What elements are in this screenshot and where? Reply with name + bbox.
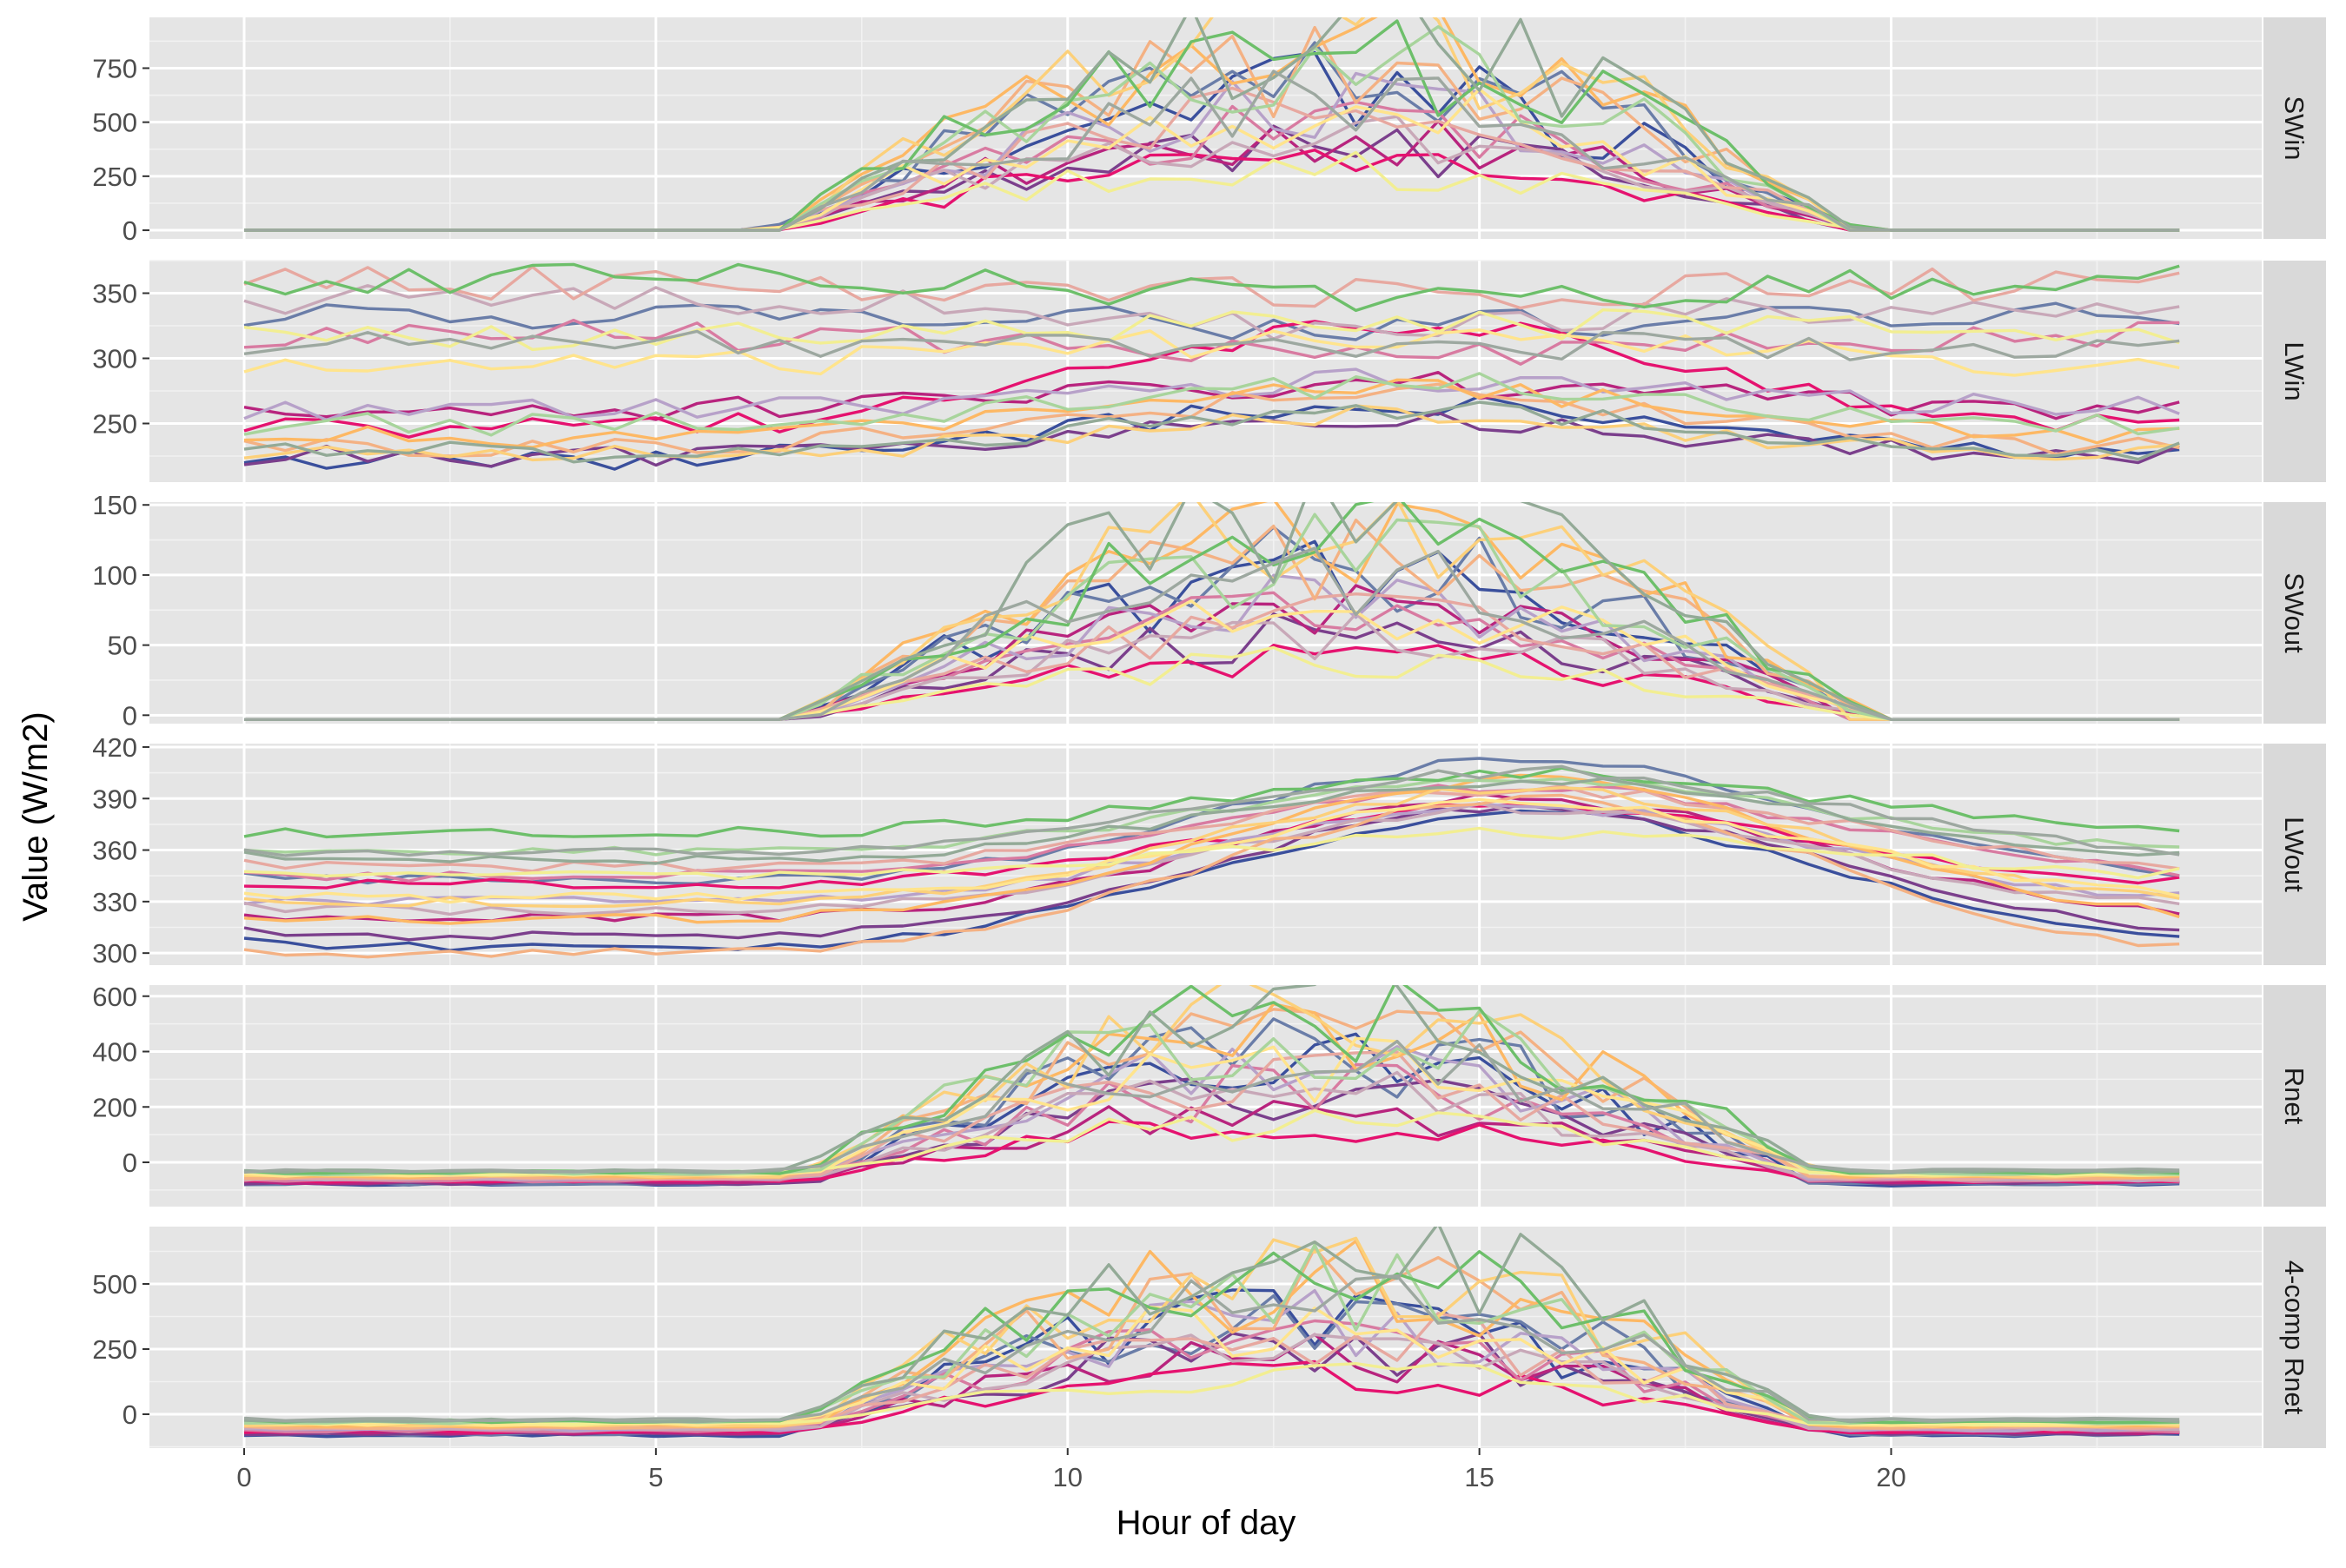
series-line-10 xyxy=(243,378,2180,449)
panel-background xyxy=(149,1227,2262,1448)
y-tick-label: 750 xyxy=(92,53,137,83)
facet-strip-label: LWout xyxy=(2279,817,2310,892)
series-lines xyxy=(243,757,2180,959)
series-line-0 xyxy=(243,809,2180,952)
series-line-14 xyxy=(243,777,2180,857)
y-tick-label: 0 xyxy=(123,1399,137,1430)
facet-strip-label: Rnet xyxy=(2279,1068,2310,1125)
panel-1: 250 300 350 LWin xyxy=(92,260,2326,482)
panel-5: 0 250 500 4-comp Rnet xyxy=(92,1227,2326,1448)
x-tick-label: 0 xyxy=(236,1462,251,1492)
series-lines xyxy=(243,1227,2180,1439)
series-line-14 xyxy=(243,372,2180,437)
y-axis-label: Value (W/m2) xyxy=(17,711,55,922)
series-line-5 xyxy=(243,784,2180,883)
series-line-17 xyxy=(244,546,2180,721)
series-line-9 xyxy=(243,382,2180,458)
panels-layer: 0 250 500 750 SWin 250 300 350 LWin 0 50 100 150 SWou… xyxy=(92,17,2326,1448)
y-tick-label: 50 xyxy=(108,631,137,661)
y-tick-label: 250 xyxy=(92,409,137,440)
y-tick-label: 350 xyxy=(92,279,137,309)
y-tick-label: 390 xyxy=(92,784,137,814)
x-axis: 0 5 10 15 20 xyxy=(236,1448,1906,1492)
facet-strip-label: SWout xyxy=(2279,572,2310,653)
y-tick-label: 0 xyxy=(123,700,137,731)
facet-strip xyxy=(2263,17,2326,239)
x-axis-label: Hour of day xyxy=(1117,1504,1296,1542)
y-tick-label: 420 xyxy=(92,732,137,763)
series-line-17 xyxy=(244,69,2180,232)
y-tick-label: 0 xyxy=(123,1148,137,1178)
series-line-13 xyxy=(243,308,2180,352)
facet-strip xyxy=(2263,744,2326,965)
series-line-9 xyxy=(243,793,2180,959)
y-tick-label: 600 xyxy=(92,982,137,1012)
y-tick-label: 500 xyxy=(92,1269,137,1300)
y-tick-label: 250 xyxy=(92,162,137,192)
series-line-1 xyxy=(243,1017,2180,1187)
series-line-13 xyxy=(243,826,2180,881)
y-tick-label: 150 xyxy=(92,490,137,520)
series-line-16 xyxy=(243,400,2180,464)
series-line-12 xyxy=(243,328,2180,377)
y-tick-label: 400 xyxy=(92,1037,137,1068)
x-tick-label: 15 xyxy=(1464,1462,1494,1492)
x-tick-label: 5 xyxy=(648,1462,663,1492)
series-line-15 xyxy=(243,766,2180,839)
series-lines xyxy=(244,17,2180,232)
y-tick-label: 300 xyxy=(92,344,137,374)
panel-3: 300 330 360 390 420 LWout xyxy=(92,732,2326,969)
facet-strip xyxy=(2263,985,2326,1207)
series-line-17 xyxy=(243,329,2180,361)
y-tick-label: 100 xyxy=(92,560,137,591)
facet-strip-label: SWin xyxy=(2279,96,2310,160)
y-tick-label: 0 xyxy=(123,215,137,246)
x-tick-label: 20 xyxy=(1876,1462,1905,1492)
panel-background xyxy=(149,17,2262,239)
facet-strip-label: LWin xyxy=(2279,341,2310,400)
series-lines xyxy=(244,502,2180,721)
y-tick-label: 330 xyxy=(92,887,137,917)
series-line-17 xyxy=(243,1039,2180,1174)
facet-strip xyxy=(2263,502,2326,724)
series-lines xyxy=(243,985,2180,1188)
series-line-17 xyxy=(243,764,2180,857)
series-line-15 xyxy=(243,262,2180,313)
y-tick-label: 300 xyxy=(92,938,137,969)
facet-strip-label: 4-comp Rnet xyxy=(2279,1260,2310,1415)
y-tick-label: 500 xyxy=(92,108,137,138)
facet-strip xyxy=(2263,1227,2326,1448)
series-line-12 xyxy=(243,797,2180,904)
series-line-8 xyxy=(243,265,2180,310)
x-tick-label: 10 xyxy=(1053,1462,1083,1492)
facet-strip xyxy=(2263,261,2326,482)
series-line-4 xyxy=(243,320,2180,439)
panel-0: 0 250 500 750 SWin xyxy=(92,17,2326,246)
y-tick-label: 250 xyxy=(92,1334,137,1365)
series-lines xyxy=(243,262,2180,471)
panel-4: 0 200 400 600 Rnet xyxy=(92,982,2326,1207)
series-line-16 xyxy=(243,777,2180,865)
y-tick-label: 200 xyxy=(92,1092,137,1122)
y-tick-label: 360 xyxy=(92,836,137,866)
panel-2: 0 50 100 150 SWout xyxy=(92,490,2326,731)
series-line-6 xyxy=(243,367,2180,422)
series-line-17 xyxy=(243,1274,2180,1422)
series-line-6 xyxy=(243,1288,2180,1433)
